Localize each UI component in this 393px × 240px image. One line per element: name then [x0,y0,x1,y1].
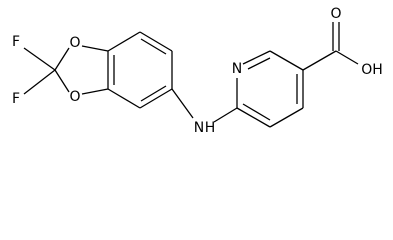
atom-label: O [69,89,80,105]
structure: F F O O N H N O OH [12,6,383,136]
atom-label: O [330,6,341,22]
atom-label: N [232,61,242,77]
atom-label: OH [361,62,383,78]
atom-label: H [205,120,216,136]
atom-label: F [12,91,20,107]
bonds [23,22,359,128]
page: F F O O N H N O OH (() => { const data =… [11,6,383,136]
atom-label: N [194,120,204,136]
atom-label: O [69,35,80,51]
atom-label: F [12,34,20,50]
